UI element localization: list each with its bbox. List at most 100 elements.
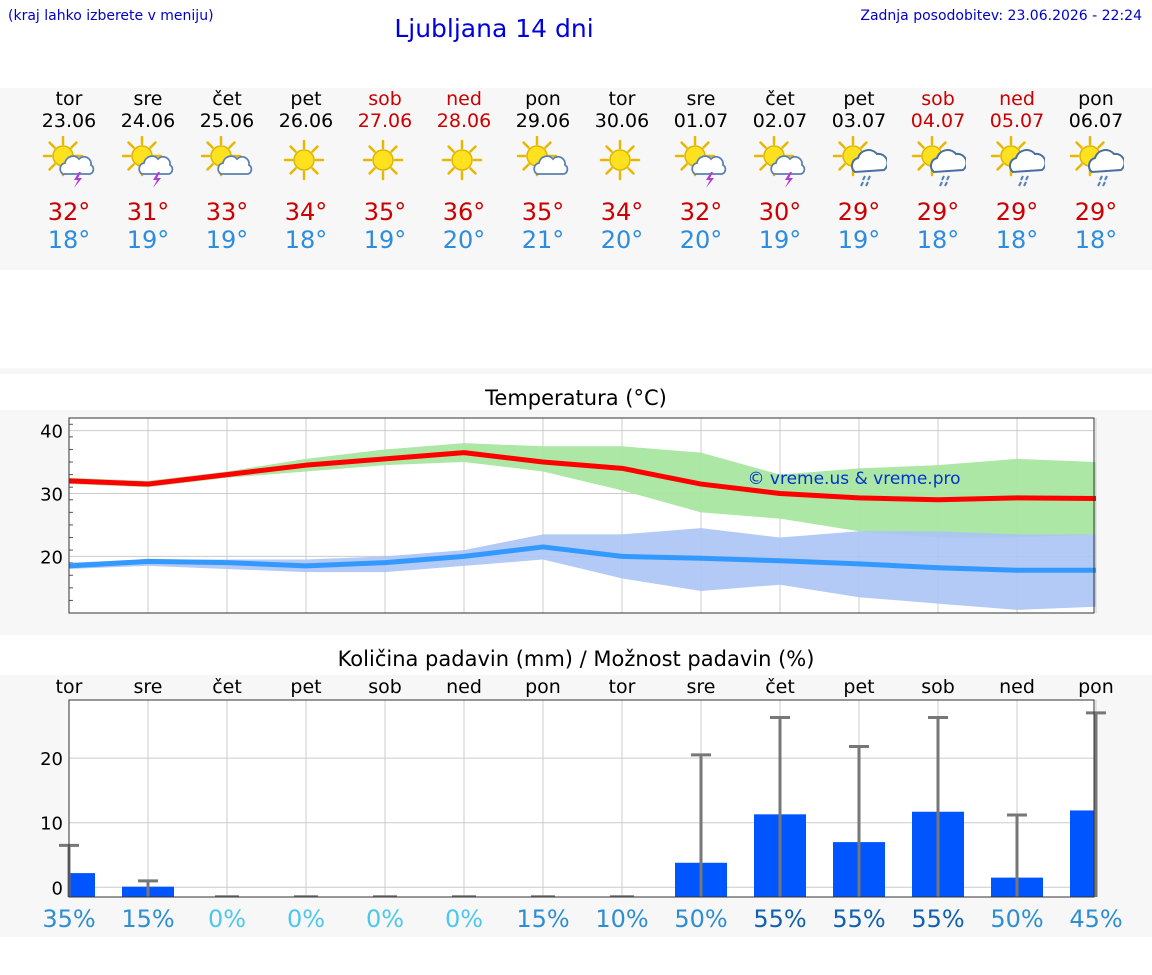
max-temperature: 34° [284,198,328,226]
y-tick-label: 10 [40,814,63,835]
x-category-label: pet [843,676,874,698]
day-date: 30.06 [594,110,650,132]
sun-thunder-icon [42,136,95,188]
max-temperature: 35° [363,198,407,226]
day-date: 29.06 [515,110,571,132]
cloud-shape [533,155,569,175]
day-column: pet 26.06 34° 18° [266,88,346,254]
sun-ray [605,145,613,153]
plot-border [68,417,1095,614]
region-hint: (kraj lahko izberete v meniju) [8,8,214,24]
sun-ray [48,163,56,171]
rain-drop [860,181,864,187]
sun-ray [917,163,925,171]
sun-disc [451,149,473,171]
cloud-outline [533,155,569,175]
rain-cloud [1088,149,1124,187]
precipitation-probability: 0% [445,905,483,933]
sun-rain-icon [1069,136,1124,187]
x-category-label: ned [999,676,1035,698]
max-temperature: 29° [1074,198,1118,226]
watermark: © vreme.us & vreme.pro [747,469,960,489]
x-category-label: čet [765,676,795,698]
day-column: sob 27.06 35° 19° [345,88,425,254]
cloud-outline [1009,149,1045,174]
x-category-label: pon [1078,676,1114,698]
day-name: sre [133,88,163,110]
sun-ray [702,141,710,149]
sun-ray [759,141,767,149]
rain-drop [862,175,866,181]
sun-rain-icon [990,136,1045,187]
lightning-bolt [706,172,714,188]
sun-ray [149,141,157,149]
sun-ray [939,141,947,149]
rain-cloud [1009,149,1045,187]
sun-ray [228,141,236,149]
sun-ray [447,145,455,153]
max-temperature: 30° [758,198,802,226]
precipitation-probability: 45% [1069,905,1122,933]
day-date: 04.07 [910,110,966,132]
sun-ray [469,167,477,175]
sun-ray [368,167,376,175]
rain-drop [1099,175,1103,181]
sun-disc [609,149,631,171]
day-name: sob [368,88,402,110]
sun-ray [680,163,688,171]
x-category-label: tor [56,676,83,698]
sun-cloud-icon [516,136,569,177]
sun-ray [1075,163,1083,171]
sun-ray [289,167,297,175]
sun-ray [605,167,613,175]
max-temperature: 35° [521,198,565,226]
day-date: 27.06 [357,110,413,132]
sun-ray [48,141,56,149]
sun-ray [390,167,398,175]
sun-ray [127,163,135,171]
sun-thunder-icon [121,136,174,188]
precipitation-bar [69,873,95,897]
precipitation-probability: 15% [516,905,569,933]
sun-disc [372,149,394,171]
day-name: pet [290,88,322,110]
sun-ray [206,163,214,171]
min-temperature: 19° [837,226,881,254]
day-date: 05.07 [989,110,1045,132]
sun-ray [627,145,635,153]
day-name: ned [446,88,482,110]
min-temperature: 19° [205,226,249,254]
day-column: tor 30.06 34° 20° [582,88,662,254]
sun-ray [1018,141,1026,149]
sun-ray [759,163,767,171]
day-date: 23.06 [41,110,97,132]
precipitation-probability: 50% [674,905,727,933]
day-column: ned 28.06 36° 20° [424,88,504,254]
rain-drop [1097,181,1101,187]
day-date: 26.06 [278,110,334,132]
rain-drop [1023,181,1027,187]
plot-border [68,699,1095,898]
min-temperature: 18° [995,226,1039,254]
day-date: 25.06 [199,110,255,132]
sun-ray [1075,141,1083,149]
sun-thunder-icon [674,136,727,188]
day-name: ned [999,88,1035,110]
min-temperature: 19° [363,226,407,254]
sun-icon [599,139,641,181]
min-temperature: 18° [284,226,328,254]
sun-ray [390,145,398,153]
min-temperature: 18° [47,226,91,254]
x-category-label: pet [290,676,321,698]
cloud-outline [1088,149,1124,174]
sun-cloud-icon [200,136,253,177]
daily-forecast-strip: tor 23.06 32° 18° sre 24.06 31° 19° čet 25.06 33° 1… [0,88,1152,270]
sun-ray [544,141,552,149]
x-category-label: sre [687,676,716,698]
day-column: pon 29.06 35° 21° [503,88,583,254]
y-tick-label: 40 [40,422,63,443]
min-temperature: 18° [1074,226,1118,254]
sun-ray [860,141,868,149]
max-temperature: 31° [126,198,170,226]
last-updated: Zadnja posodobitev: 23.06.2026 - 22:24 [860,8,1142,24]
